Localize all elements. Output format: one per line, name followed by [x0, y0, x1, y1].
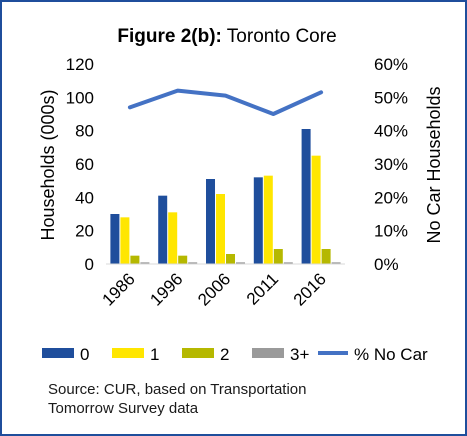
line-layer — [127, 88, 324, 116]
right-tick-label: 10% — [374, 222, 408, 241]
legend-label-0: 0 — [80, 345, 89, 364]
legend-swatch-2 — [182, 348, 214, 358]
bar-3+-1996 — [188, 262, 198, 264]
bar-2-2006 — [226, 254, 235, 264]
bar-2-2016 — [321, 249, 331, 264]
bar-2-1986 — [130, 255, 140, 264]
bar-1-1996 — [168, 212, 178, 264]
x-tick-label-2016: 2016 — [290, 269, 330, 309]
left-tick-label: 80 — [75, 122, 94, 141]
bar-group — [110, 129, 341, 264]
left-tick-label: 100 — [66, 88, 94, 107]
y-axis-label: Households (000s) — [38, 89, 58, 240]
legend-label-3+: 3+ — [290, 345, 309, 364]
chart-title: Figure 2(b): Toronto Core — [117, 26, 336, 47]
x-axis-ticks: 1986 1996 2006 2011 2016 — [99, 269, 330, 309]
left-tick-label: 0 — [85, 255, 94, 274]
source-line-2: Tomorrow Survey data — [48, 400, 199, 417]
legend-swatch-0 — [42, 348, 74, 358]
bar-0-1986 — [110, 214, 120, 264]
legend-label-1: 1 — [150, 345, 159, 364]
bar-0-2011 — [253, 177, 263, 264]
legend-swatch-1 — [112, 348, 144, 358]
right-tick-label: 50% — [374, 88, 408, 107]
right-tick-label: 60% — [374, 55, 408, 74]
source-note: Source: CUR, based on Transportation Tom… — [48, 380, 448, 418]
bar-0-2006 — [206, 179, 215, 264]
right-axis-ticks: 0% 10% 20% 30% 40% 50% 60% — [374, 55, 408, 274]
x-tick-label-2006: 2006 — [194, 269, 234, 309]
bar-3+-2016 — [331, 262, 341, 264]
bar-3+-2006 — [236, 262, 245, 264]
legend: 0 1 2 3+ % No Car — [42, 345, 428, 364]
bar-3+-2011 — [283, 262, 293, 264]
bar-1-2016 — [311, 155, 321, 264]
right-tick-label: 20% — [374, 188, 408, 207]
legend-swatch-3+ — [252, 348, 284, 358]
x-tick-label-2011: 2011 — [243, 269, 282, 308]
left-tick-label: 60 — [75, 155, 94, 174]
bar-1-2006 — [216, 194, 225, 264]
bar-3+-1986 — [140, 262, 150, 264]
bar-2-1996 — [178, 255, 188, 264]
right-tick-label: 30% — [374, 155, 408, 174]
source-line-1: Source: CUR, based on Transportation — [48, 381, 307, 398]
x-tick-label-1996: 1996 — [146, 269, 186, 309]
x-tick-label-1986: 1986 — [99, 269, 139, 309]
left-tick-label: 20 — [75, 222, 94, 241]
left-tick-label: 40 — [75, 188, 94, 207]
chart-title-bold: Figure 2(b): — [117, 26, 222, 47]
bar-0-2016 — [301, 129, 311, 264]
bar-1-2011 — [263, 175, 273, 264]
right-tick-label: 0% — [374, 255, 399, 274]
left-tick-label: 120 — [66, 55, 94, 74]
right-tick-label: 40% — [374, 122, 408, 141]
chart-title-rest: Toronto Core — [222, 26, 337, 47]
legend-label-no-car: % No Car — [354, 345, 428, 364]
legend-label-2: 2 — [220, 345, 229, 364]
bar-0-1996 — [158, 195, 168, 264]
bar-1-1986 — [120, 217, 130, 264]
line-no-car — [127, 88, 324, 116]
bar-2-2011 — [273, 249, 283, 264]
left-axis-ticks: 0 20 40 60 80 100 120 — [66, 55, 94, 274]
y-axis-label-right: No Car Households — [424, 86, 444, 243]
